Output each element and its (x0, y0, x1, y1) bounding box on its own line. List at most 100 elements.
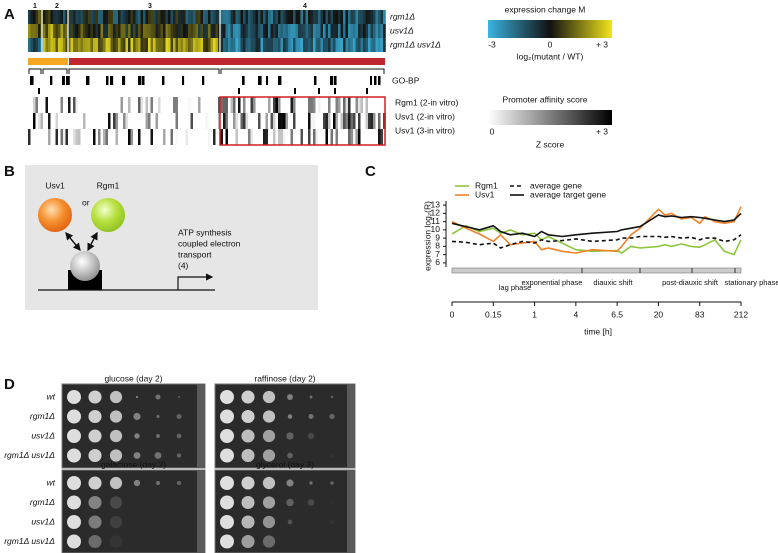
heatmap-cell (78, 24, 81, 38)
affinity-cell (28, 97, 31, 113)
affinity-cell (360, 129, 364, 145)
heatmap-cell (315, 24, 319, 38)
heatmap-cell (125, 24, 129, 38)
affinity-cell (368, 129, 371, 145)
heatmap-cell (243, 10, 246, 24)
affinity-cell (145, 97, 149, 113)
affinity-cell (90, 129, 94, 145)
heatmap-cell (355, 38, 359, 52)
go-tick (294, 88, 296, 94)
heatmap-cell (100, 10, 104, 24)
affinity-cell (115, 129, 119, 145)
affinity-cell (85, 97, 89, 113)
affinity-cell (113, 113, 116, 129)
affinity-cell (280, 97, 284, 113)
phase-label: diauxic shift (593, 278, 633, 287)
heatmap-cell (43, 10, 46, 24)
colony-spot (109, 496, 123, 509)
affinity-cell (275, 97, 279, 113)
connector: or (82, 197, 90, 207)
go-tick (122, 76, 126, 85)
affinity-cell (250, 97, 254, 113)
affinity-cell (255, 97, 259, 113)
affinity-cell (270, 129, 274, 145)
affinity-cell (163, 129, 166, 145)
affinity-cell (320, 113, 324, 129)
affinity-cell (170, 129, 174, 145)
affinity-cell (213, 129, 216, 145)
affinity-cell (333, 129, 336, 145)
heatmap-cell (350, 10, 354, 24)
heatmap-cell (278, 24, 281, 38)
affinity-cell (65, 129, 69, 145)
affinity-cell (175, 113, 179, 129)
heatmap-cell (333, 24, 336, 38)
panel-label: A (4, 6, 15, 23)
affinity-cell (283, 97, 286, 113)
heatmap-cell (285, 38, 289, 52)
affinity-cell (130, 97, 134, 113)
colony-spot (220, 495, 234, 510)
heatmap-cell (195, 38, 199, 52)
heatmap-cell (235, 10, 239, 24)
heatmap-cell (248, 38, 251, 52)
heatmap-cell (33, 38, 36, 52)
heatmap-cell (128, 10, 131, 24)
affinity-cell (175, 97, 179, 113)
heatmap-cell (68, 24, 71, 38)
heatmap-cell (80, 24, 84, 38)
heatmap-cell (60, 24, 64, 38)
heatmap-cell (235, 24, 239, 38)
colony-spot (307, 432, 315, 440)
affinity-cell (28, 129, 31, 145)
heatmap-cell (170, 10, 174, 24)
colony-spot (286, 498, 294, 507)
affinity-cell (48, 129, 51, 145)
affinity-cell (158, 129, 161, 145)
gene-text: ATP synthesis (178, 227, 232, 237)
plate-edge (197, 470, 205, 553)
heatmap-cell (223, 24, 226, 38)
heatmap-cell (375, 10, 379, 24)
heatmap-cell (113, 38, 116, 52)
strain-label: usv1Δ (31, 430, 55, 440)
plate-edge (347, 470, 355, 553)
affinity-cell (88, 97, 91, 113)
heatmap-cell (123, 10, 126, 24)
heatmap-cell (130, 24, 134, 38)
affinity-cell (163, 113, 166, 129)
affinity-cell (338, 113, 341, 129)
affinity-cell (78, 129, 81, 145)
heatmap-cell (345, 38, 349, 52)
heatmap-cell (225, 10, 229, 24)
colony-spot (241, 476, 255, 490)
bracket (220, 68, 385, 74)
affinity-cell (318, 113, 321, 129)
affinity-cell (95, 97, 99, 113)
affinity-cell (330, 97, 334, 113)
heatmap-cell (105, 38, 109, 52)
heatmap-cell (250, 24, 254, 38)
colony-spot (133, 412, 141, 421)
cluster-bar (28, 58, 68, 65)
heatmap-cell (290, 24, 294, 38)
heatmap-cell (38, 24, 41, 38)
affinity-cell (340, 97, 344, 113)
affinity-cell (258, 113, 261, 129)
plate-title: galactose (day 2) (101, 459, 166, 469)
affinity-cell (55, 113, 59, 129)
affinity-cell (205, 97, 209, 113)
colony-spot (286, 479, 294, 487)
affinity-cell (215, 113, 219, 129)
affinity-cell (98, 113, 101, 129)
affinity-cell (240, 97, 244, 113)
affinity-cell (308, 113, 311, 129)
heatmap-cell (110, 10, 114, 24)
affinity-cell (233, 129, 236, 145)
affinity-cell (345, 113, 349, 129)
colony-spot (220, 448, 234, 463)
affinity-cell (373, 129, 376, 145)
colony-spot (286, 432, 294, 440)
affinity-cell (68, 97, 71, 113)
heatmap-cell (120, 10, 124, 24)
